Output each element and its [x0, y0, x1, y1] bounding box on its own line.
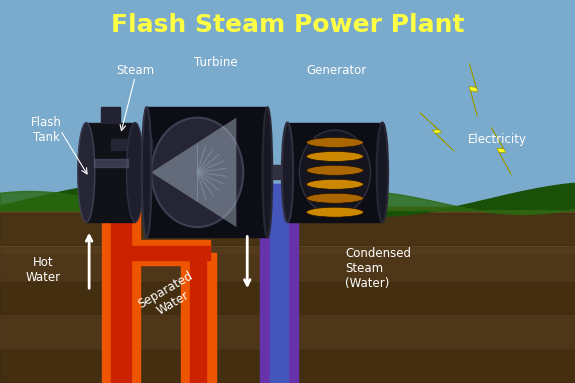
Ellipse shape — [142, 107, 151, 237]
Text: Flash
Tank: Flash Tank — [30, 116, 62, 144]
Ellipse shape — [306, 165, 363, 175]
Text: Hot
Water: Hot Water — [25, 256, 61, 284]
Bar — [147, 107, 267, 237]
Bar — [260, 184, 298, 383]
Text: Turbine: Turbine — [194, 56, 237, 69]
Bar — [181, 253, 216, 383]
Ellipse shape — [306, 179, 363, 189]
Ellipse shape — [78, 123, 95, 222]
Bar — [110, 184, 131, 383]
Polygon shape — [151, 118, 236, 227]
Ellipse shape — [126, 123, 144, 222]
Bar — [270, 184, 288, 383]
Polygon shape — [420, 113, 454, 151]
Text: Separated
Water: Separated Water — [136, 269, 203, 324]
Bar — [0, 247, 575, 280]
Polygon shape — [469, 63, 478, 116]
Bar — [0, 207, 575, 253]
Bar — [102, 184, 140, 383]
Ellipse shape — [263, 107, 272, 237]
Text: Electricity: Electricity — [468, 133, 527, 146]
Bar — [0, 350, 575, 383]
Text: Flash Steam Power Plant: Flash Steam Power Plant — [111, 13, 464, 37]
Ellipse shape — [306, 137, 363, 147]
Text: Generator: Generator — [306, 64, 366, 77]
Ellipse shape — [377, 123, 388, 222]
Bar — [86, 123, 135, 222]
Text: Condensed
Steam
(Water): Condensed Steam (Water) — [345, 247, 411, 290]
Bar — [0, 213, 575, 245]
Text: Steam: Steam — [116, 64, 154, 77]
Bar — [121, 246, 210, 260]
Ellipse shape — [151, 118, 243, 227]
Bar — [190, 253, 206, 383]
Ellipse shape — [306, 207, 363, 217]
Bar — [0, 207, 575, 383]
Bar — [101, 107, 121, 123]
Bar — [121, 240, 210, 265]
Bar — [0, 316, 575, 349]
Ellipse shape — [306, 151, 363, 161]
Polygon shape — [151, 118, 236, 227]
Ellipse shape — [300, 130, 370, 214]
Bar — [94, 159, 128, 167]
Bar — [288, 123, 382, 222]
Bar — [110, 139, 152, 151]
Polygon shape — [491, 127, 511, 175]
Ellipse shape — [306, 193, 363, 203]
Ellipse shape — [282, 123, 293, 222]
Bar — [0, 282, 575, 314]
Bar — [262, 165, 293, 179]
